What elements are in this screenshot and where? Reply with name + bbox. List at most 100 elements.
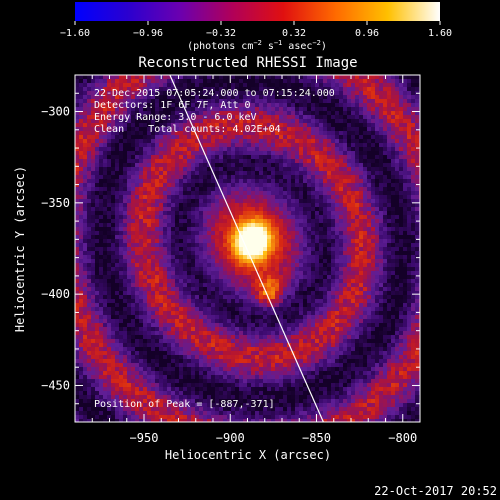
heatmap-cell [127, 139, 131, 143]
heatmap-cell [159, 115, 163, 119]
heatmap-cell [167, 163, 171, 167]
heatmap-cell [103, 195, 107, 199]
heatmap-cell [367, 103, 371, 107]
heatmap-cell [191, 279, 195, 283]
heatmap-cell [263, 131, 267, 135]
heatmap-cell [211, 239, 215, 243]
heatmap-cell [175, 251, 179, 255]
heatmap-cell [279, 287, 283, 291]
heatmap-cell [355, 171, 359, 175]
heatmap-cell [271, 99, 275, 103]
heatmap-cell [99, 135, 103, 139]
heatmap-cell [215, 299, 219, 303]
heatmap-cell [95, 99, 99, 103]
heatmap-cell [95, 79, 99, 83]
heatmap-cell [355, 239, 359, 243]
heatmap-cell [179, 139, 183, 143]
heatmap-cell [255, 103, 259, 107]
heatmap-cell [275, 123, 279, 127]
heatmap-cell [307, 227, 311, 231]
heatmap-cell [151, 271, 155, 275]
heatmap-cell [151, 131, 155, 135]
heatmap-cell [407, 103, 411, 107]
heatmap-cell [147, 151, 151, 155]
heatmap-cell [339, 135, 343, 139]
heatmap-cell [343, 119, 347, 123]
heatmap-cell [251, 159, 255, 163]
heatmap-cell [359, 83, 363, 87]
heatmap-cell [251, 259, 255, 263]
heatmap-cell [115, 79, 119, 83]
heatmap-cell [123, 87, 127, 91]
heatmap-cell [255, 147, 259, 151]
heatmap-cell [355, 287, 359, 291]
heatmap-cell [331, 147, 335, 151]
heatmap-cell [331, 175, 335, 179]
heatmap-cell [379, 291, 383, 295]
heatmap-cell [91, 135, 95, 139]
heatmap-cell [375, 139, 379, 143]
heatmap-cell [243, 291, 247, 295]
heatmap-cell [359, 203, 363, 207]
heatmap-cell [139, 243, 143, 247]
heatmap-cell [195, 183, 199, 187]
heatmap-cell [219, 151, 223, 155]
heatmap-cell [359, 79, 363, 83]
heatmap-cell [327, 147, 331, 151]
heatmap-cell [255, 219, 259, 223]
heatmap-cell [411, 259, 415, 263]
heatmap-cell [319, 299, 323, 303]
heatmap-cell [391, 87, 395, 91]
heatmap-cell [227, 295, 231, 299]
heatmap-cell [171, 175, 175, 179]
heatmap-cell [295, 107, 299, 111]
heatmap-cell [143, 275, 147, 279]
heatmap-cell [403, 111, 407, 115]
heatmap-cell [159, 175, 163, 179]
heatmap-cell [279, 99, 283, 103]
heatmap-cell [295, 123, 299, 127]
heatmap-cell [79, 227, 83, 231]
heatmap-cell [179, 215, 183, 219]
heatmap-cell [211, 183, 215, 187]
heatmap-cell [403, 283, 407, 287]
heatmap-cell [107, 271, 111, 275]
heatmap-cell [291, 191, 295, 195]
heatmap-cell [263, 123, 267, 127]
heatmap-cell [243, 251, 247, 255]
heatmap-cell [183, 207, 187, 211]
heatmap-cell [95, 227, 99, 231]
heatmap-cell [283, 163, 287, 167]
heatmap-cell [395, 127, 399, 131]
heatmap-cell [267, 139, 271, 143]
heatmap-cell [263, 291, 267, 295]
heatmap-cell [331, 203, 335, 207]
heatmap-cell [311, 147, 315, 151]
unit-part-5: −2 [312, 39, 320, 47]
heatmap-cell [327, 159, 331, 163]
heatmap-cell [95, 279, 99, 283]
heatmap-cell [131, 283, 135, 287]
heatmap-cell [267, 299, 271, 303]
heatmap-cell [151, 299, 155, 303]
heatmap-cell [179, 275, 183, 279]
heatmap-cell [83, 75, 87, 79]
heatmap-cell [243, 207, 247, 211]
heatmap-cell [99, 171, 103, 175]
heatmap-cell [315, 299, 319, 303]
heatmap-cell [231, 251, 235, 255]
heatmap-cell [143, 291, 147, 295]
heatmap-cell [223, 163, 227, 167]
heatmap-cell [291, 223, 295, 227]
heatmap-cell [303, 115, 307, 119]
heatmap-cell [255, 275, 259, 279]
heatmap-cell [227, 251, 231, 255]
heatmap-cell [143, 95, 147, 99]
heatmap-cell [191, 291, 195, 295]
heatmap-cell [299, 139, 303, 143]
heatmap-cell [303, 103, 307, 107]
heatmap-cell [187, 215, 191, 219]
heatmap-cell [347, 223, 351, 227]
heatmap-cell [75, 139, 79, 143]
heatmap-cell [343, 207, 347, 211]
